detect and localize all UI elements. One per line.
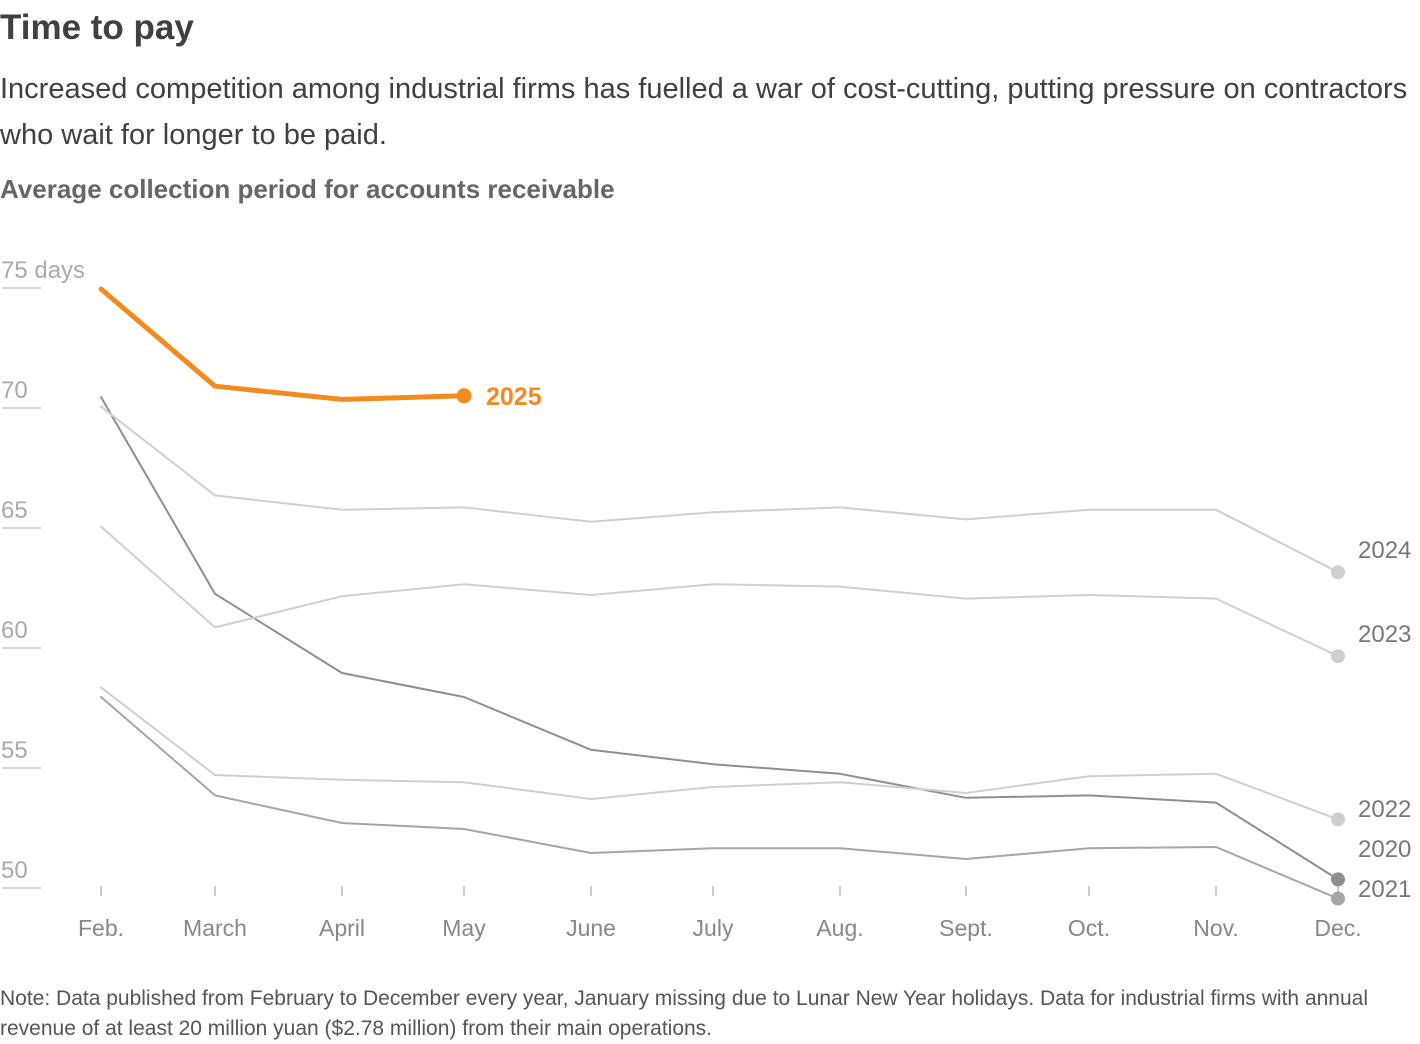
series-line-2020 (100, 396, 1339, 881)
series-end-marker-2024 (1331, 565, 1345, 580)
series-line-2022 (100, 686, 1339, 821)
series-end-marker-2025 (456, 388, 472, 404)
x-tick-label: July (693, 915, 734, 941)
chart-title: Time to pay (0, 8, 194, 47)
y-tick-label: 65 (1, 497, 28, 524)
series-end-marker-2023 (1331, 649, 1345, 664)
series-end-marker-2022 (1331, 812, 1345, 827)
x-tick-label: May (442, 915, 486, 941)
series-line-2024 (100, 405, 1339, 574)
series-label-2025: 2025 (486, 383, 542, 411)
series-label-2024: 2024 (1358, 537, 1411, 564)
y-tick-label: 75 days (1, 257, 85, 284)
x-tick-label: Oct. (1068, 915, 1110, 941)
line-chart: 50 55 60 65 70 75 days Feb. March April May June Ju… (1, 257, 1411, 941)
x-tick-label: Feb. (78, 915, 124, 941)
y-tick-label: 55 (1, 737, 28, 764)
footnote: Note: Data published from February to De… (0, 987, 1369, 1040)
x-tick-label: March (183, 915, 247, 941)
y-tick-label: 60 (1, 617, 28, 644)
series-label-2023: 2023 (1358, 621, 1411, 648)
x-tick-label: Sept. (939, 915, 993, 941)
series-end-marker-2020 (1331, 872, 1345, 887)
y-axis-title: Average collection period for accounts r… (0, 174, 615, 204)
x-tick-label: Dec. (1314, 915, 1361, 941)
chart-subtitle: Increased competition among industrial f… (0, 73, 1408, 151)
x-tick-label: June (566, 915, 616, 941)
series-line-2023 (100, 525, 1339, 658)
y-tick-label: 70 (1, 377, 28, 404)
series-end-marker-2021 (1331, 891, 1345, 906)
y-tick-label: 50 (1, 857, 28, 884)
x-tick-label: Aug. (816, 915, 863, 941)
series-label-2020: 2020 (1358, 836, 1411, 863)
x-tick-label: Nov. (1193, 915, 1239, 941)
x-tick-label: April (319, 915, 365, 941)
series-label-2022: 2022 (1358, 796, 1411, 823)
series-label-2021: 2021 (1358, 876, 1411, 903)
series-line-2021 (100, 696, 1339, 900)
series-line-2025 (98, 286, 467, 402)
